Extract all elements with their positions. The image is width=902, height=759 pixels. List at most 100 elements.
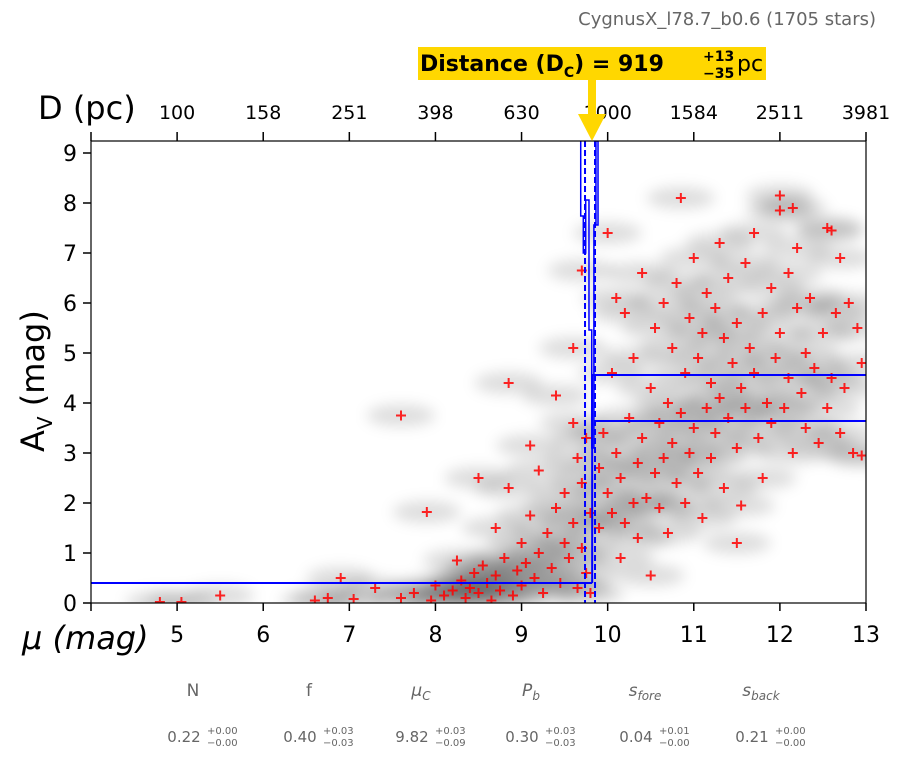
data-point	[706, 378, 716, 388]
mu-c-posterior-histogram	[579, 141, 599, 449]
data-point	[309, 595, 320, 603]
distance-unit: pc	[737, 52, 763, 77]
data-point	[749, 368, 760, 378]
data-point	[693, 468, 704, 478]
data-point	[830, 308, 841, 318]
data-point	[460, 593, 471, 603]
arrow-head-icon	[578, 114, 606, 141]
data-point	[658, 298, 669, 308]
parameter-value: 0.40	[283, 728, 316, 746]
y-tick-label: 1	[63, 542, 77, 567]
data-point	[731, 443, 742, 453]
data-point	[615, 473, 626, 483]
parameter-plus-error: +0.00	[207, 726, 238, 737]
data-point	[774, 205, 785, 216]
data-point	[693, 353, 704, 363]
data-point	[551, 390, 561, 401]
parameter-plus-error: +0.01	[659, 726, 690, 737]
data-point	[641, 493, 652, 503]
density-blob	[810, 377, 866, 399]
y-tick-label: 9	[63, 142, 77, 167]
data-point	[749, 228, 760, 238]
data-point	[774, 190, 785, 201]
data-point	[680, 498, 691, 508]
data-point	[507, 590, 518, 601]
density-blob	[827, 444, 866, 467]
y-tick-label: 3	[63, 442, 77, 467]
parameter-name: sback	[742, 681, 780, 703]
data-point	[817, 328, 828, 338]
data-point	[606, 368, 617, 378]
data-point	[783, 268, 794, 278]
data-point	[396, 410, 406, 421]
star-points	[154, 190, 866, 603]
data-point	[615, 553, 626, 563]
data-point	[408, 588, 419, 598]
data-point	[370, 583, 381, 593]
data-point	[538, 588, 549, 598]
data-point	[714, 238, 725, 248]
data-point	[490, 570, 501, 581]
data-point	[684, 448, 695, 458]
data-point	[606, 508, 617, 518]
parameter-value: 9.82	[395, 728, 428, 746]
data-point	[464, 583, 475, 593]
data-point	[396, 593, 406, 603]
distance-label-box	[418, 47, 766, 80]
data-point	[512, 565, 523, 576]
data-point	[856, 358, 866, 368]
data-point	[796, 388, 807, 398]
data-point	[710, 428, 721, 438]
data-point	[852, 323, 863, 333]
data-point	[770, 353, 781, 363]
data-point	[154, 597, 165, 603]
data-point	[697, 328, 708, 338]
data-point	[563, 553, 574, 563]
parameter-name: N	[187, 681, 200, 701]
data-point	[766, 283, 777, 293]
data-point	[619, 518, 630, 528]
data-point	[439, 590, 450, 601]
data-point	[792, 243, 803, 253]
x-tick-label: 10	[594, 623, 622, 648]
data-point	[176, 597, 187, 603]
data-point	[701, 403, 712, 413]
data-point	[761, 398, 772, 408]
data-point	[740, 403, 751, 413]
x-tick-label: 6	[256, 623, 270, 648]
data-point	[710, 303, 721, 313]
data-point	[486, 595, 497, 603]
data-point	[503, 378, 514, 388]
data-point	[701, 288, 712, 298]
data-point	[568, 343, 579, 353]
x-tick-label: 5	[170, 623, 184, 648]
data-point	[473, 473, 484, 483]
data-point	[490, 523, 501, 533]
data-point	[602, 488, 613, 498]
data-point	[675, 408, 686, 418]
top-x-tick-label: 100	[159, 102, 195, 124]
top-x-tick-label: 2511	[756, 102, 804, 124]
y-axis-label: AV (mag)	[14, 310, 57, 452]
data-point	[848, 448, 859, 458]
chart-title: CygnusX_l78.7_b0.6 (1705 stars)	[578, 9, 876, 30]
data-point	[619, 308, 630, 318]
data-point	[654, 418, 665, 428]
y-tick-label: 8	[63, 192, 77, 217]
data-point	[585, 588, 596, 598]
data-point	[650, 323, 661, 333]
data-point	[779, 403, 790, 413]
data-point	[602, 228, 613, 238]
data-point	[809, 363, 820, 373]
data-point	[645, 570, 656, 581]
data-point	[499, 553, 510, 563]
top-x-tick-label: 3981	[842, 102, 890, 124]
data-point	[546, 563, 557, 573]
y-tick-label: 6	[63, 292, 77, 317]
data-point	[568, 418, 579, 428]
y-tick-label: 2	[63, 492, 77, 517]
parameter-plus-error: +0.03	[323, 726, 354, 737]
data-point	[662, 528, 673, 538]
data-point	[800, 348, 811, 358]
